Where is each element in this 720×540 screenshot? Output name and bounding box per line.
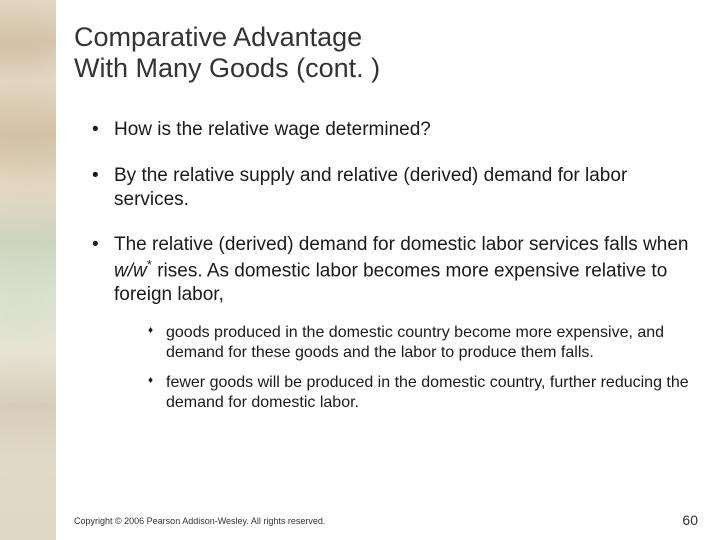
bullet-2: By the relative supply and relative (der… xyxy=(92,164,690,212)
title-line-2: With Many Goods (cont. ) xyxy=(74,53,380,83)
copyright-footer: Copyright © 2006 Pearson Addison-Wesley.… xyxy=(74,516,325,526)
decorative-sidebar xyxy=(0,0,56,540)
bullet-3-post: rises. As domestic labor becomes more ex… xyxy=(114,260,667,305)
slide-content: Comparative Advantage With Many Goods (c… xyxy=(74,22,690,518)
bullet-list: How is the relative wage determined? By … xyxy=(74,118,690,413)
bullet-1: How is the relative wage determined? xyxy=(92,118,690,142)
sub-bullet-2: fewer goods will be produced in the dome… xyxy=(148,373,690,413)
title-line-1: Comparative Advantage xyxy=(74,22,362,52)
bullet-3-pre: The relative (derived) demand for domest… xyxy=(114,234,688,255)
sub-bullet-list: goods produced in the domestic country b… xyxy=(114,323,690,413)
sub-bullet-1: goods produced in the domestic country b… xyxy=(148,323,690,363)
sub-bullet-2-text: fewer goods will be produced in the dome… xyxy=(166,374,689,411)
bullet-2-text: By the relative supply and relative (der… xyxy=(114,165,627,210)
slide-title: Comparative Advantage With Many Goods (c… xyxy=(74,22,690,84)
sub-bullet-1-text: goods produced in the domestic country b… xyxy=(166,324,664,361)
bullet-3: The relative (derived) demand for domest… xyxy=(92,233,690,413)
bullet-3-italic: w/w xyxy=(114,260,147,281)
page-number: 60 xyxy=(682,512,698,528)
bullet-1-text: How is the relative wage determined? xyxy=(114,119,431,140)
